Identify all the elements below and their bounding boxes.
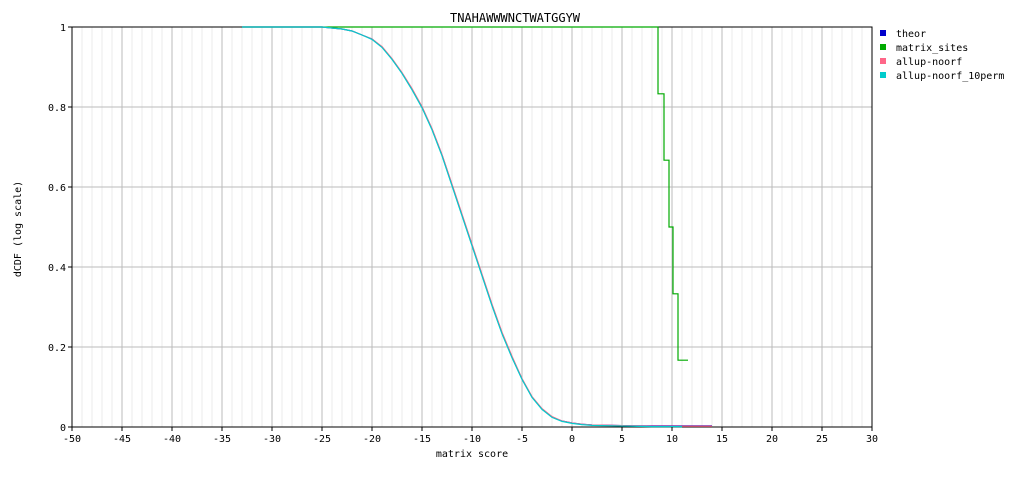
x-tick-label: -20	[363, 434, 381, 445]
x-tick-label: -15	[413, 434, 431, 445]
x-tick-label: -45	[113, 434, 131, 445]
legend-swatch	[880, 44, 886, 50]
chart-title: TNAHAWWWNCTWATGGYW	[450, 11, 581, 25]
y-axis-ticks: 0 0.2 0.4 0.6 0.8 1	[48, 23, 72, 434]
legend-swatch	[880, 30, 886, 36]
x-tick-label: 30	[866, 434, 878, 445]
major-grid	[72, 27, 872, 427]
x-tick-label: 25	[816, 434, 828, 445]
legend-swatch	[880, 72, 886, 78]
legend-label: theor	[896, 29, 926, 40]
series-line-allup-noorf_10perm	[242, 26, 682, 428]
y-tick-label: 0.8	[48, 103, 66, 114]
x-tick-label: -5	[516, 434, 528, 445]
legend-label: allup-noorf	[896, 57, 962, 68]
x-tick-label: -10	[463, 434, 481, 445]
legend-label: matrix_sites	[896, 43, 968, 54]
series-layer	[242, 26, 712, 428]
x-tick-label: -50	[63, 434, 81, 445]
x-tick-label: 15	[716, 434, 728, 445]
x-tick-label: 5	[619, 434, 625, 445]
x-tick-label: -40	[163, 434, 181, 445]
legend-swatch	[880, 58, 886, 64]
y-tick-label: 0.6	[48, 183, 66, 194]
legend: theor matrix_sites allup-noorf allup-noorf_…	[880, 29, 1004, 82]
x-axis-label: matrix score	[436, 449, 508, 460]
x-tick-label: -30	[263, 434, 281, 445]
x-tick-label: 0	[569, 434, 575, 445]
x-tick-label: -25	[313, 434, 331, 445]
x-tick-label: -35	[213, 434, 231, 445]
y-tick-label: 0.2	[48, 343, 66, 354]
y-axis-label: dCDF (log scale)	[13, 181, 24, 277]
series-line-matrix_sites	[242, 26, 688, 361]
x-axis-ticks: -50 -45 -40 -35 -30 -25 -20 -15 -10 -5 0 5 10 15 20 25 3…	[63, 427, 878, 445]
y-tick-label: 0	[60, 423, 66, 434]
y-tick-label: 1	[60, 23, 66, 34]
minor-grid	[81, 27, 863, 427]
y-tick-label: 0.4	[48, 263, 66, 274]
legend-label: allup-noorf_10perm	[896, 71, 1004, 82]
x-tick-label: 10	[666, 434, 678, 445]
x-tick-label: 20	[766, 434, 778, 445]
